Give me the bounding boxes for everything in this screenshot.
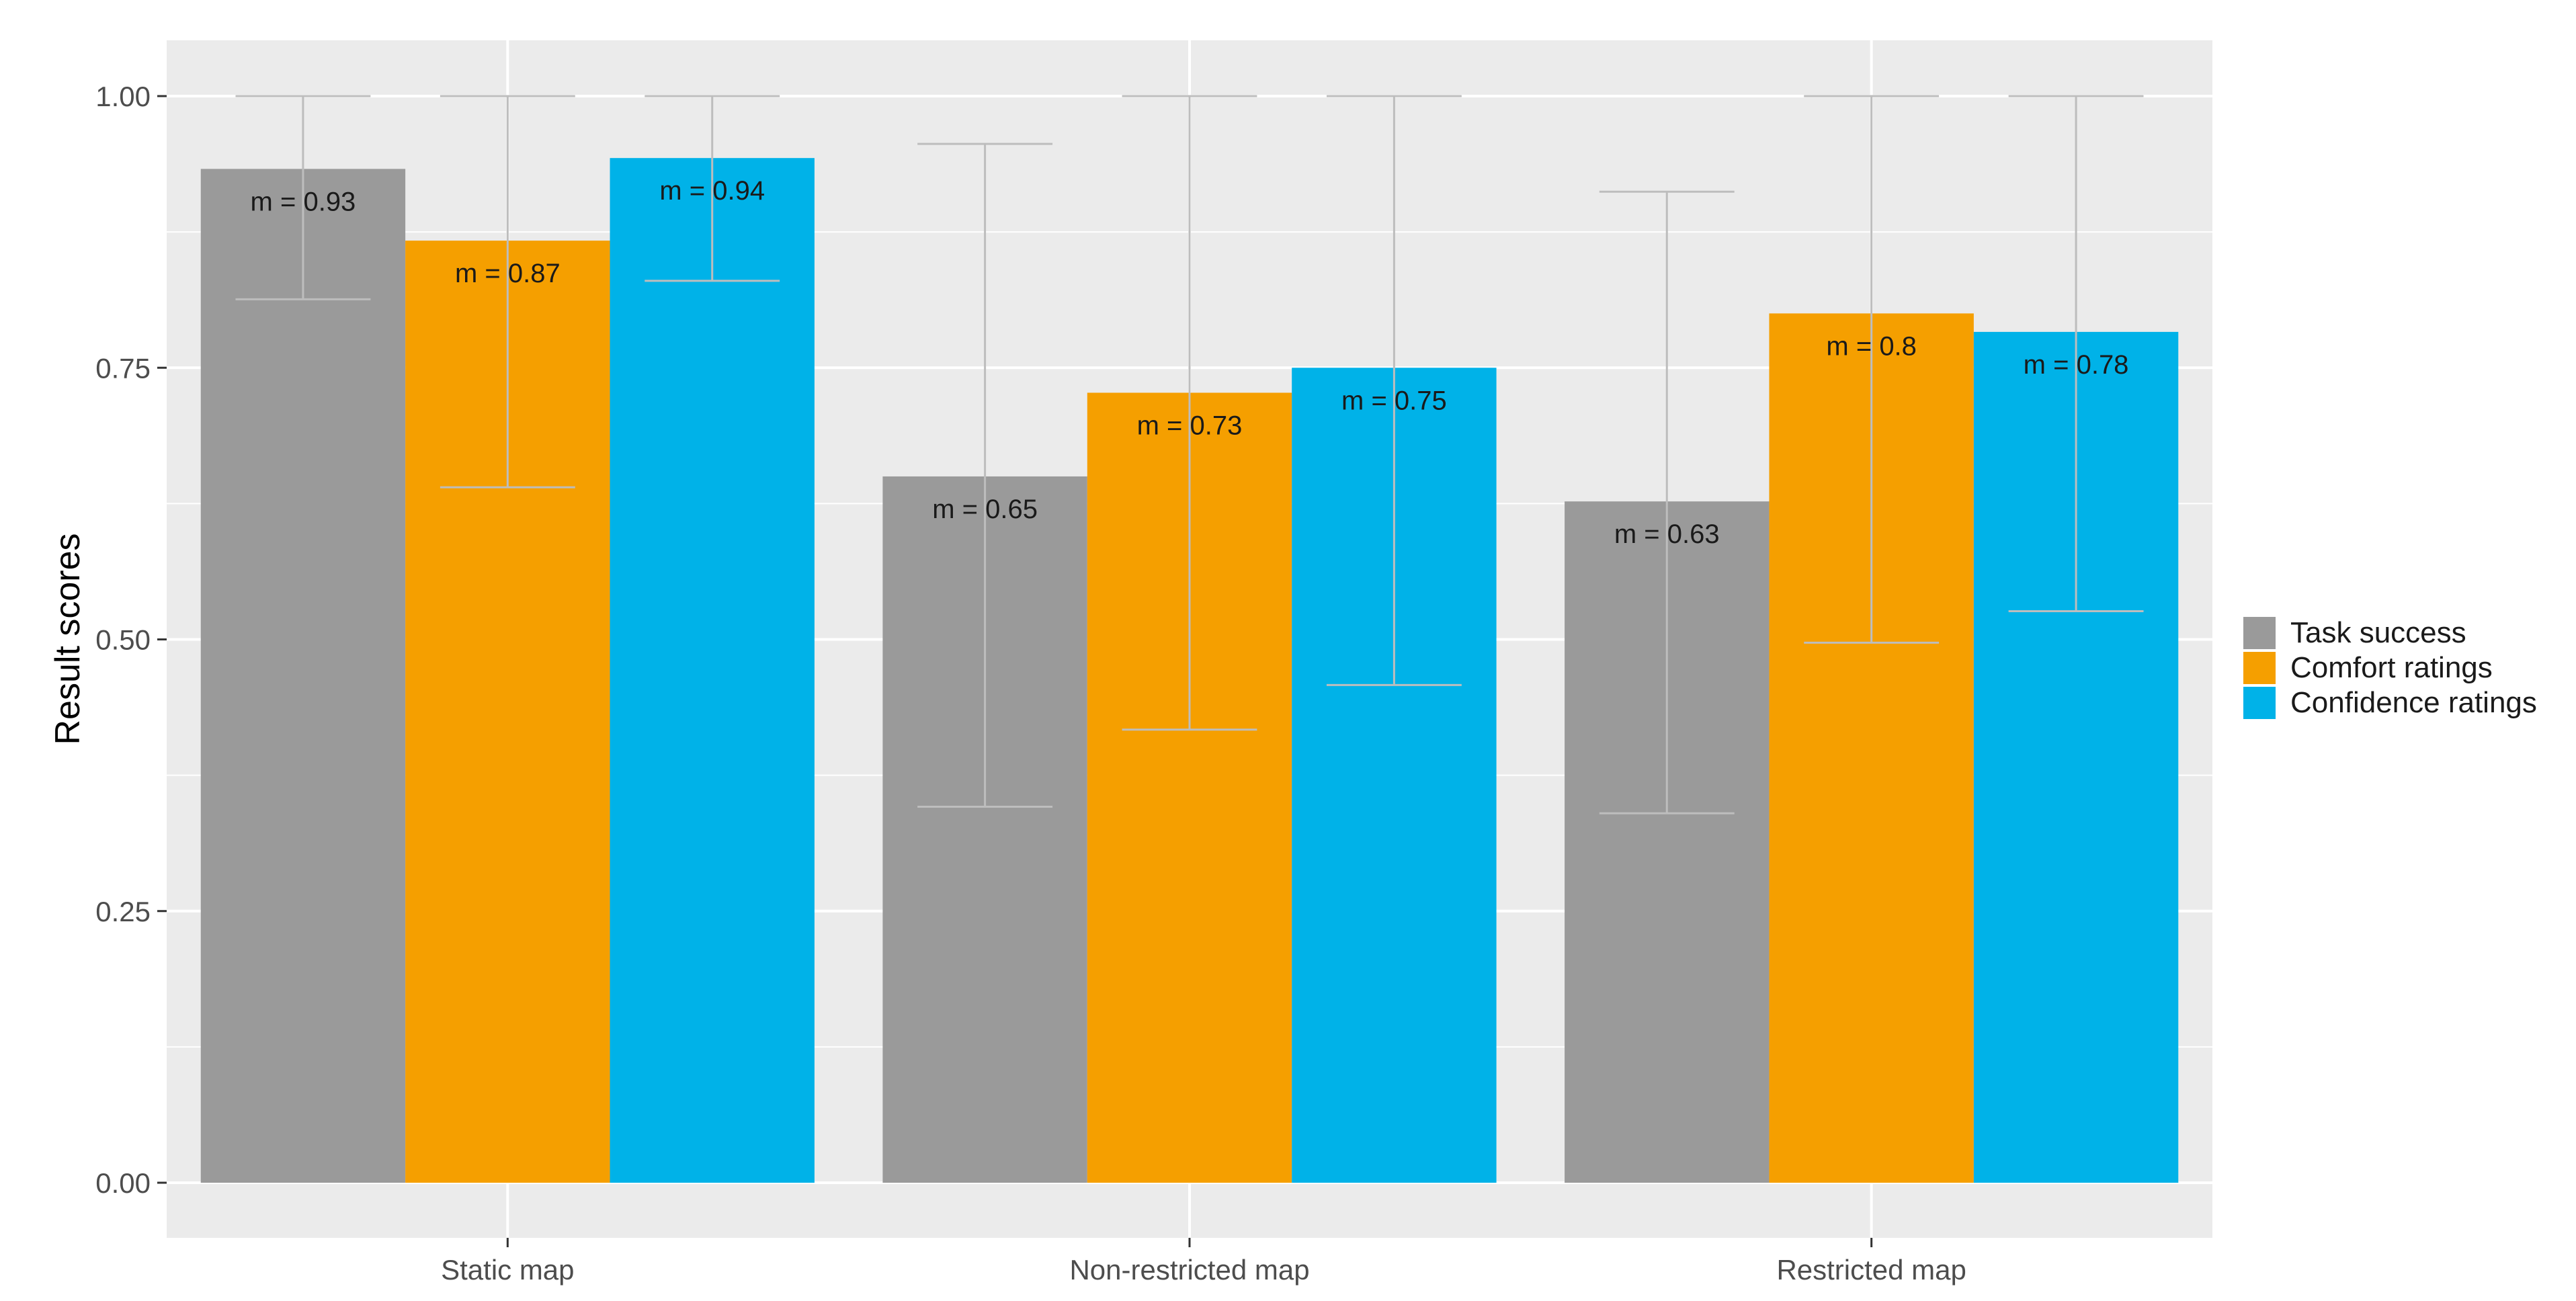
bar (200, 169, 406, 1183)
y-axis: 0.00 0.25 0.50 0.75 1.00 (95, 81, 167, 1199)
legend-label: Comfort ratings (2290, 651, 2493, 684)
y-tick-label: 0.50 (95, 624, 151, 656)
bar (610, 158, 815, 1183)
data-label: m = 0.75 (1341, 386, 1447, 415)
legend-swatch (2243, 652, 2276, 684)
data-label: m = 0.93 (251, 187, 356, 216)
data-label: m = 0.65 (932, 495, 1038, 524)
data-labels-layer: m = 0.93 m = 0.65 m = 0.63 m = 0.87 m = 0.73… (251, 176, 2129, 549)
data-label: m = 0.73 (1137, 411, 1243, 440)
data-label: m = 0.94 (659, 176, 765, 206)
x-axis: Static map Non-restricted map Restricted m… (441, 1238, 1966, 1286)
errorbar-layer (235, 95, 2144, 814)
data-label: m = 0.63 (1614, 519, 1720, 549)
legend-label: Task success (2290, 616, 2466, 649)
y-tick-label: 0.75 (95, 352, 151, 384)
legend-swatch (2243, 617, 2276, 649)
x-tick-label: Restricted map (1776, 1254, 1966, 1286)
data-label: m = 0.78 (2024, 350, 2129, 380)
legend-swatch (2243, 687, 2276, 719)
data-label: m = 0.87 (455, 259, 560, 288)
y-tick-label: 1.00 (95, 81, 151, 112)
bars-layer (200, 158, 2179, 1183)
y-axis-label: Result scores (48, 534, 87, 745)
legend-label: Confidence ratings (2290, 686, 2537, 719)
y-tick-label: 0.25 (95, 896, 151, 927)
x-tick-label: Static map (441, 1254, 574, 1286)
y-tick-label: 0.00 (95, 1167, 151, 1199)
data-label: m = 0.8 (1826, 331, 1917, 361)
x-tick-label: Non-restricted map (1069, 1254, 1309, 1286)
